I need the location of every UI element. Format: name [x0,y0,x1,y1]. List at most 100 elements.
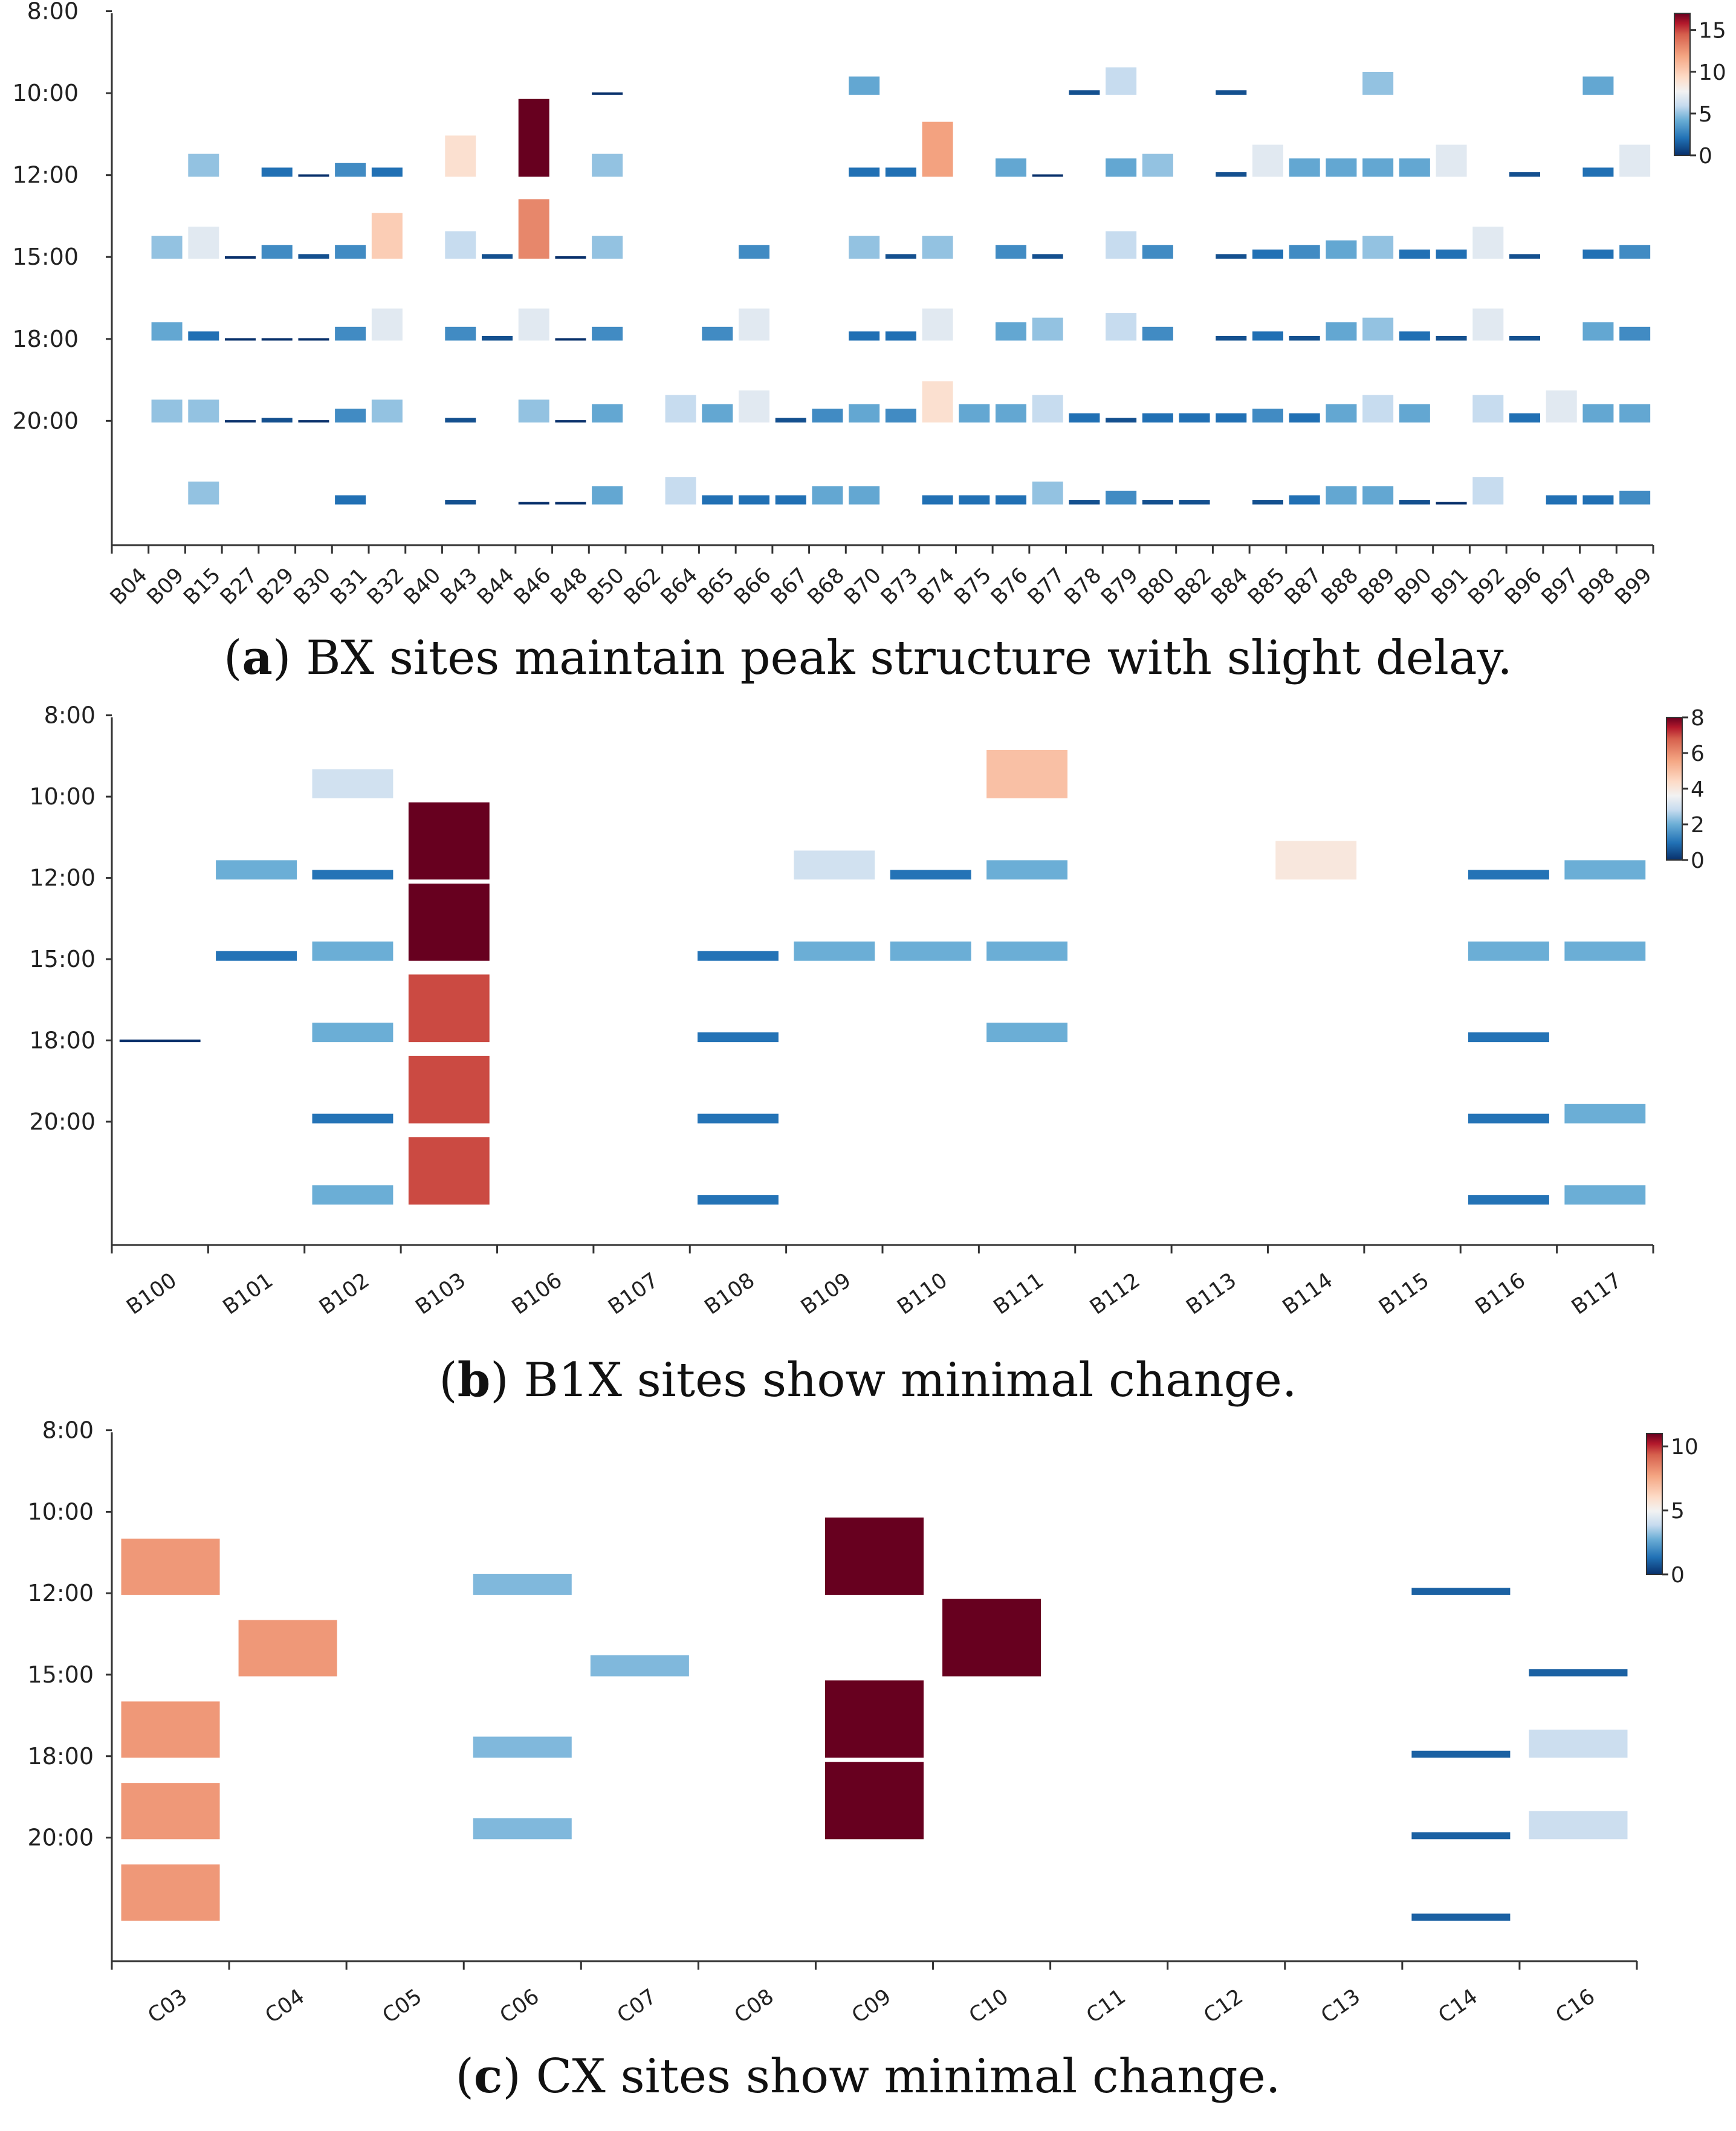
heatmap-cell [1106,231,1137,259]
heatmap-cell [592,326,623,341]
y-tick-label: 12:00 [27,1580,94,1606]
x-tick-label: B113 [1182,1269,1241,1320]
heatmap-cell [151,399,183,423]
heatmap-cell [518,308,549,341]
heatmap-cell [1032,174,1063,177]
heatmap-cell [1069,90,1100,95]
heatmap-cell [1399,158,1430,177]
heatmap-cell [986,860,1067,880]
heatmap-cell [1326,158,1357,177]
heatmap-cell [1069,500,1100,505]
heatmap-cell [1326,404,1357,423]
x-tick-label: B31 [326,563,372,610]
heatmap-cell [518,99,549,177]
heatmap-cell [1509,172,1540,177]
heatmap-cell [996,495,1026,505]
heatmap-cell [590,1655,689,1677]
caption-text: B1X sites show minimal change. [524,1353,1297,1408]
heatmap-cell [996,158,1026,177]
heatmap-cell [1362,395,1394,423]
heatmap-cell [1472,395,1504,423]
x-tick-label: B115 [1375,1269,1433,1320]
x-tick-label: B27 [216,563,262,610]
heatmap-cell [121,1864,220,1921]
x-tick-label: B88 [1317,563,1364,610]
heatmap-cell [371,399,403,423]
heatmap-cell [312,1113,394,1124]
x-tick-label: B92 [1463,563,1510,610]
heatmap-cell [986,749,1067,798]
x-tick-label: C10 [965,1985,1012,2028]
heatmap-cell [1179,500,1210,505]
x-tick-label: C03 [144,1985,192,2028]
panel-b-heatmap: 8:00 10:00 12:00 15:00 18:00 20:00 B100 B101 B10… [29,702,1704,1408]
panel-caption: (b) B1X sites show minimal change. [439,1353,1297,1408]
caption-text: CX sites show minimal change. [536,2049,1281,2104]
heatmap-cell [261,338,293,341]
x-tick-label: B97 [1537,563,1584,610]
x-tick-label: B64 [656,563,703,610]
heatmap-cell [1362,486,1394,505]
heatmap-cell [739,245,769,259]
heatmap-cell [445,500,476,505]
x-tick-label: B29 [253,563,299,610]
y-tick-label: 15:00 [12,244,79,270]
heatmap-cell [1411,1913,1511,1921]
heatmap-cell [188,226,219,259]
heatmap-cell [1275,841,1357,880]
heatmap-cell [1619,490,1651,505]
heatmap-cell [298,338,329,341]
heatmap-cell [1564,860,1646,880]
x-tick-label: B62 [620,563,666,610]
x-tick-label: B32 [363,563,409,610]
caption-close-paren: ) [490,1353,523,1408]
x-tick-label: B79 [1096,563,1143,610]
heatmap-cell [739,495,769,505]
heatmap-cell [824,1517,924,1595]
y-tick-label: 15:00 [27,1661,94,1688]
heatmap-cell [849,76,880,95]
x-tick-label: B89 [1353,563,1400,610]
heatmap-cell [151,322,183,341]
heatmap-cell [555,338,586,341]
x-tick-label: B76 [986,563,1033,610]
heatmap-cell [959,404,990,423]
heatmap-cell [1468,870,1549,880]
caption-open-paren: ( [439,1353,457,1408]
heatmap-cell [1289,335,1320,341]
x-tick-label: B78 [1060,563,1107,610]
heatmap-cell [445,231,476,259]
panel-a-heatmap: 8:0010:0012:0015:0018:0020:00B04B09B15B2… [12,0,1726,685]
colorbar-tick-label: 6 [1691,742,1705,766]
heatmap-cell [885,167,916,177]
heatmap-cell [812,486,843,505]
y-tick-label: 12:00 [29,865,96,891]
heatmap-cell [1142,154,1173,177]
heatmap-cell [942,1599,1041,1677]
heatmap-cell [261,418,293,423]
heatmap-cell [1468,941,1549,961]
heatmap-cell [1362,158,1394,177]
heatmap-cell [1468,1113,1549,1124]
heatmap-cell [592,404,623,423]
x-tick-label: C06 [496,1985,543,2028]
x-tick-label: C09 [847,1985,895,2028]
heatmap-cell [986,1023,1067,1043]
heatmap-cell [408,974,490,1043]
x-tick-label: B84 [1206,563,1253,610]
y-tick-label: 10:00 [12,80,79,106]
heatmap-cell [261,167,293,177]
heatmap-cell [1546,390,1577,423]
heatmap-cell [698,1195,779,1205]
x-tick-label: B116 [1471,1269,1530,1320]
caption-open-paren: ( [455,2049,473,2104]
x-tick-label: C13 [1317,1985,1365,2028]
heatmap-cell [1582,404,1614,423]
heatmap-cell [794,941,875,961]
heatmap-cell [849,236,880,259]
heatmap-cell [1472,308,1504,341]
colorbar-tick-label: 2 [1691,813,1705,838]
heatmap-cell [986,941,1067,961]
heatmap-cell [1436,502,1467,505]
heatmap-cell [188,154,219,177]
